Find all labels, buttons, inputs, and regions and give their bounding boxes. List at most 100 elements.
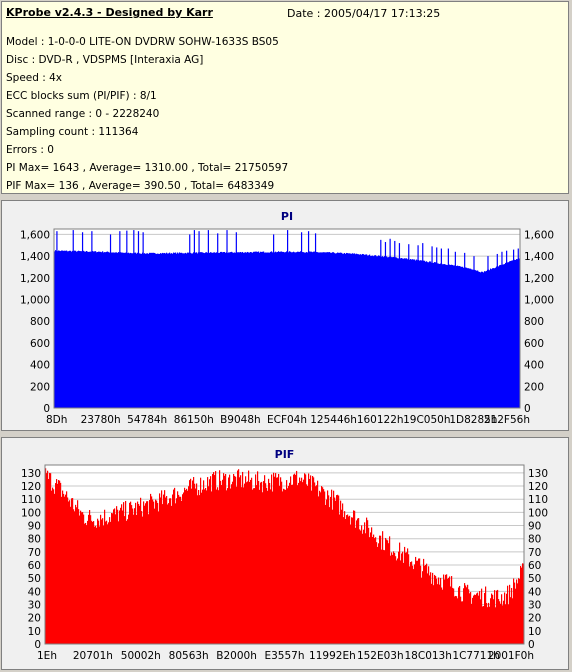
y-tick-label-left: 120 xyxy=(21,481,41,493)
data-bar xyxy=(465,267,467,408)
data-bar xyxy=(428,262,430,408)
data-bar xyxy=(492,594,494,644)
data-bar xyxy=(503,600,505,644)
data-spike xyxy=(56,231,58,408)
data-bar xyxy=(499,265,501,408)
data-bar xyxy=(137,252,139,408)
data-bar xyxy=(461,601,463,644)
data-bar xyxy=(159,253,161,408)
data-bar xyxy=(312,475,314,644)
data-bar xyxy=(104,509,106,644)
data-bar xyxy=(465,585,467,644)
data-bar xyxy=(238,469,240,644)
data-bar xyxy=(284,252,286,408)
data-bar xyxy=(313,477,315,644)
data-bar xyxy=(80,510,82,644)
data-bar xyxy=(486,270,488,408)
data-bar xyxy=(175,503,177,644)
y-tick-label-right: 1,200 xyxy=(524,273,554,285)
data-bar xyxy=(293,474,295,644)
data-bar xyxy=(151,252,153,408)
data-bar xyxy=(326,252,328,408)
data-bar xyxy=(184,253,186,408)
data-bar xyxy=(310,251,312,408)
data-bar xyxy=(223,473,225,644)
data-bar xyxy=(484,271,486,408)
data-spike xyxy=(91,231,93,408)
data-bar xyxy=(349,253,351,408)
data-bar xyxy=(95,251,97,408)
data-bar xyxy=(381,549,383,644)
data-bar xyxy=(356,253,358,408)
data-bar xyxy=(152,252,154,408)
data-bar xyxy=(304,252,306,408)
data-bar xyxy=(402,258,404,408)
data-bar xyxy=(98,520,100,644)
data-bar xyxy=(449,264,451,408)
data-bar xyxy=(131,253,133,408)
data-bar xyxy=(331,489,333,644)
data-bar xyxy=(147,253,149,408)
data-bar xyxy=(511,587,513,644)
data-bar xyxy=(193,252,195,408)
data-bar xyxy=(139,253,141,408)
data-bar xyxy=(276,477,278,644)
data-bar xyxy=(252,489,254,644)
data-bar xyxy=(211,491,213,644)
data-bar xyxy=(353,510,355,644)
data-bar xyxy=(114,508,116,644)
data-bar xyxy=(296,470,298,644)
data-bar xyxy=(411,561,413,644)
data-bar xyxy=(347,514,349,644)
data-bar xyxy=(90,251,92,408)
data-bar xyxy=(150,252,152,408)
data-bar xyxy=(173,489,175,644)
y-tick-label-right: 20 xyxy=(528,613,541,625)
data-bar xyxy=(313,251,315,408)
data-bar xyxy=(239,252,241,408)
data-bar xyxy=(384,550,386,644)
data-bar xyxy=(417,560,419,644)
data-bar xyxy=(61,496,63,644)
data-bar xyxy=(183,253,185,408)
data-bar xyxy=(93,251,95,408)
data-bar xyxy=(48,478,50,644)
data-bar xyxy=(249,481,251,644)
data-bar xyxy=(122,252,124,408)
data-spike xyxy=(517,248,519,408)
data-bar xyxy=(453,265,455,408)
data-bar xyxy=(366,517,368,644)
data-bar xyxy=(246,252,248,408)
data-bar xyxy=(260,251,262,408)
y-tick-label-left: 130 xyxy=(21,468,41,480)
data-bar xyxy=(67,497,69,644)
data-bar xyxy=(508,604,510,644)
data-bar xyxy=(425,261,427,408)
data-bar xyxy=(370,255,372,408)
data-bar xyxy=(510,261,512,408)
data-bar xyxy=(186,253,188,408)
data-bar xyxy=(93,521,95,644)
data-bar xyxy=(515,259,517,408)
info-model: Model : 1-0-0-0 LITE-ON DVDRW SOHW-1633S… xyxy=(6,36,279,48)
y-tick-label-left: 80 xyxy=(28,534,41,546)
data-bar xyxy=(212,252,214,408)
data-bar xyxy=(70,506,72,644)
data-bar xyxy=(470,592,472,644)
data-bar xyxy=(100,514,102,644)
data-bar xyxy=(479,271,481,408)
y-tick-label-left: 100 xyxy=(21,507,41,519)
data-bar xyxy=(462,266,464,408)
data-spike xyxy=(380,239,382,408)
data-bar xyxy=(258,481,260,644)
data-bar xyxy=(171,505,173,644)
data-bar xyxy=(141,511,143,644)
data-bar xyxy=(330,252,332,408)
data-bar xyxy=(500,264,502,408)
data-spike xyxy=(307,231,310,408)
y-tick-label-right: 400 xyxy=(524,360,544,372)
data-bar xyxy=(45,468,47,644)
x-tick-label: 1C7711h xyxy=(452,650,499,662)
data-bar xyxy=(474,594,476,644)
